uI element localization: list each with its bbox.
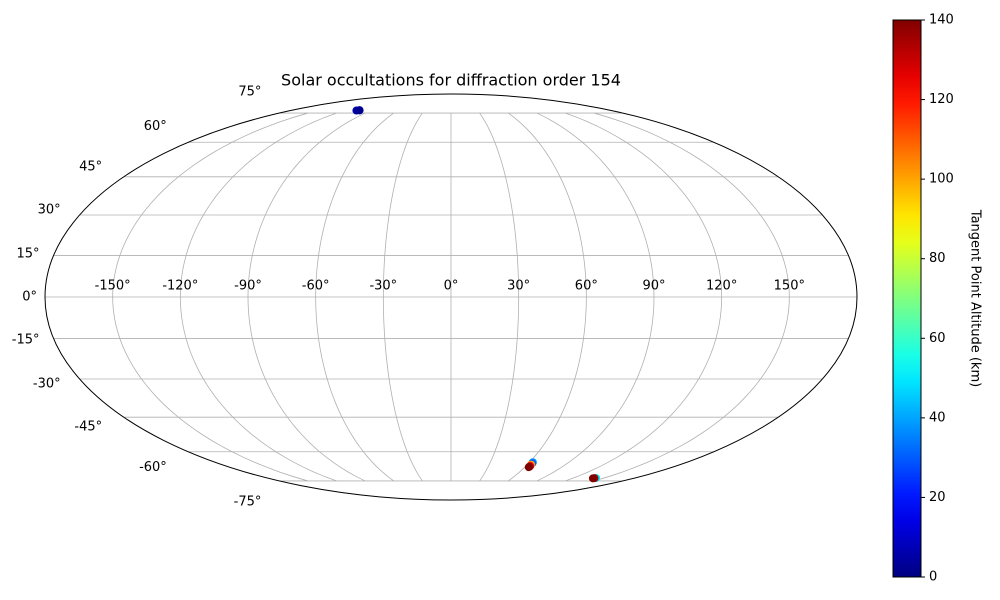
scatter-point [355,106,364,115]
colorbar [892,19,922,578]
x-tick-label: 60° [575,279,598,294]
x-tick-label: 120° [706,279,737,294]
y-tick-label: -75° [234,494,262,509]
colorbar-tick-label: 80 [929,251,946,266]
scatter-point [588,474,597,483]
colorbar-tick-label: 100 [929,172,954,187]
map-outline [44,93,858,501]
y-tick-label: -60° [139,460,167,475]
chart-title: Solar occultations for diffraction order… [281,71,621,90]
x-tick-label: -150° [95,279,131,294]
y-tick-label: -30° [33,376,61,391]
colorbar-tick-label: 20 [929,490,946,505]
scatter-point [524,463,533,472]
x-tick-label: -90° [234,279,262,294]
x-tick-label: 90° [642,279,665,294]
x-tick-label: 150° [774,279,805,294]
colorbar-tick-label: 140 [929,13,954,28]
colorbar-tick-label: 0 [929,570,937,585]
x-tick-label: -120° [162,279,198,294]
y-tick-label: 0° [22,290,37,305]
y-tick-label: 60° [144,119,167,134]
y-tick-label: 30° [38,203,61,218]
y-tick-label: -15° [12,332,40,347]
x-tick-label: -30° [369,279,397,294]
x-tick-label: -60° [302,279,330,294]
x-tick-label: 0° [444,279,459,294]
y-tick-label: 45° [79,159,102,174]
colorbar-label: Tangent Point Altitude (km) [968,209,983,387]
y-tick-label: 15° [16,247,39,262]
colorbar-tick-label: 60 [929,331,946,346]
colorbar-tick-label: 120 [929,92,954,107]
colorbar-tick-label: 40 [929,410,946,425]
y-tick-label: 75° [238,85,261,100]
y-tick-label: -45° [74,420,102,435]
x-tick-label: 30° [507,279,530,294]
